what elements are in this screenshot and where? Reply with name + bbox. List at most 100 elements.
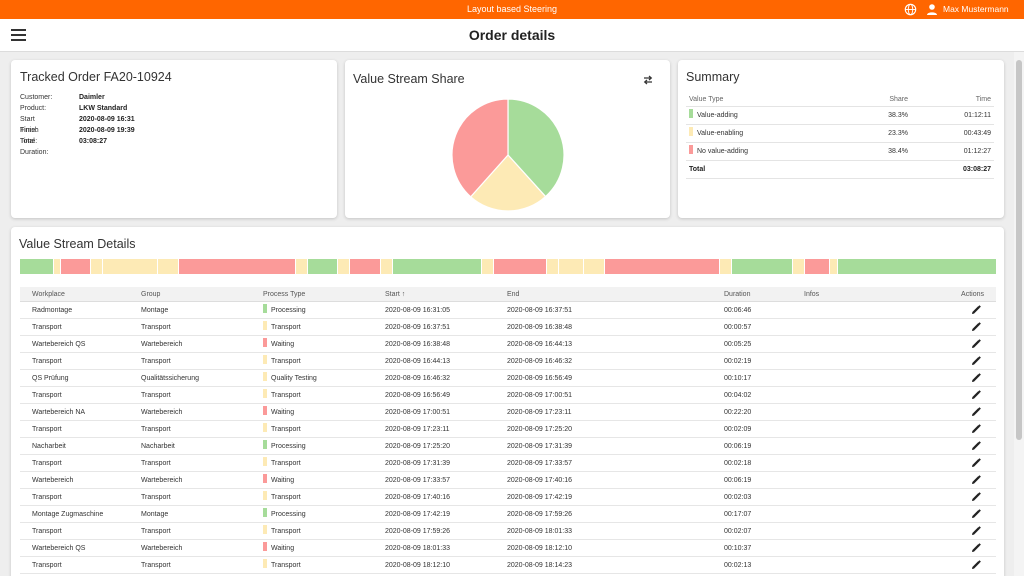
pencil-icon[interactable] [971,492,981,502]
pencil-icon[interactable] [971,407,981,417]
value-adding-swatch [689,109,693,118]
process-type-label: Waiting [271,341,295,348]
pencil-icon[interactable] [971,543,981,553]
timeline-segment[interactable] [547,259,558,274]
scrollbar-thumb[interactable] [1016,60,1022,440]
timeline-segment[interactable] [732,259,793,274]
info-value: 03:08:27 [79,138,108,145]
pencil-icon[interactable] [971,373,981,383]
table-row[interactable]: Montage Zugmaschine Montage Processing 2020… [20,506,996,523]
pie-slice-no-value-adding[interactable] [451,98,509,198]
pencil-icon[interactable] [971,441,981,451]
table-row[interactable]: Wartebereich NA Wartebereich Waiting 2020-0… [20,404,996,421]
timeline-segment[interactable] [393,259,481,274]
process-type-swatch [263,508,267,517]
cell-end: 2020-08-09 18:01:33 [507,528,572,535]
cell-process-type: Waiting [263,336,294,353]
timeline-segment[interactable] [295,259,307,274]
pie-slice-value-adding[interactable] [507,98,565,198]
pencil-icon[interactable] [971,424,981,434]
cell-start: 2020-08-09 16:56:49 [385,392,450,399]
timeline-segment[interactable] [53,259,61,274]
table-row[interactable]: Transport Transport Transport 2020-08-09 17… [20,421,996,438]
timeline-segment[interactable] [158,259,178,274]
timeline-segment[interactable] [307,259,337,274]
cell-workplace: Transport [32,358,62,365]
col-start-sorted[interactable]: Start ↑ [385,291,406,298]
timeline-segment[interactable] [337,259,349,274]
table-row[interactable]: Nacharbeit Nacharbeit Processing 2020-08-09… [20,438,996,455]
pencil-icon[interactable] [971,475,981,485]
timeline-segment[interactable] [349,259,381,274]
timeline-segment[interactable] [584,259,604,274]
timeline-segment[interactable] [102,259,158,274]
cell-process-type: Waiting [263,404,294,421]
timeline-segment[interactable] [830,259,837,274]
cell-start: 2020-08-09 17:23:11 [385,426,450,433]
summary-share: 38.3% [888,112,908,119]
cell-workplace: Transport [32,460,62,467]
info-label: Product: [20,105,47,112]
col-group[interactable]: Group [141,291,161,298]
pencil-icon[interactable] [971,322,981,332]
timeline-segment[interactable] [481,259,493,274]
table-row[interactable]: Transport Transport Transport 2020-08-09 16… [20,353,996,370]
user-icon[interactable] [926,3,938,16]
table-row[interactable]: Wartebereich Wartebereich Waiting 2020-08-0… [20,472,996,489]
page-scrollbar[interactable] [1014,52,1024,576]
col-process-type[interactable]: Process Type [263,291,306,298]
col-infos[interactable]: Infos [804,291,820,298]
pencil-icon[interactable] [971,458,981,468]
hamburger-menu-icon[interactable] [11,29,26,41]
col-duration[interactable]: Duration [724,291,751,298]
pencil-icon[interactable] [971,560,981,570]
cell-workplace: Transport [32,324,62,331]
table-row[interactable]: Transport Transport Transport 2020-08-09 18… [20,557,996,574]
timeline-segment[interactable] [381,259,393,274]
timeline-segment[interactable] [793,259,805,274]
pencil-icon[interactable] [971,339,981,349]
pencil-icon[interactable] [971,526,981,536]
table-row[interactable]: Wartebereich QS Wartebereich Waiting 2020-0… [20,540,996,557]
table-row[interactable]: Transport Transport Transport 2020-08-09 16… [20,319,996,336]
app-title: Layout based Steering [466,4,558,14]
table-row[interactable]: QS Prüfung Qualitätssicherung Quality Test… [20,370,996,387]
pie-slice-value-enabling[interactable] [469,154,547,212]
table-row[interactable]: Transport Transport Transport 2020-08-09 17… [20,523,996,540]
timeline-segment[interactable] [178,259,295,274]
col-end[interactable]: End [507,291,520,298]
table-row[interactable]: Wartebereich QS Wartebereich Waiting 2020-0… [20,336,996,353]
swap-icon[interactable] [642,74,654,86]
table-row[interactable]: Transport Transport Transport 2020-08-09 17… [20,489,996,506]
timeline-segment[interactable] [61,259,90,274]
table-row[interactable]: Radmontage Montage Processing 2020-08-09 16… [20,302,996,319]
cell-start: 2020-08-09 17:33:57 [385,477,450,484]
table-row[interactable]: Transport Transport Transport 2020-08-09 16… [20,387,996,404]
timeline-segment[interactable] [20,259,53,274]
cell-process-type: Processing [263,438,306,455]
pencil-icon[interactable] [971,305,981,315]
timeline-segment[interactable] [805,259,830,274]
cell-group: Wartebereich [141,477,183,484]
cell-start: 2020-08-09 16:37:51 [385,324,450,331]
timeline-segment[interactable] [493,259,547,274]
timeline-segment[interactable] [604,259,720,274]
user-name[interactable]: Max Mustermann [943,4,1009,14]
cell-process-type: Quality Testing [263,370,317,387]
timeline-segment[interactable] [558,259,583,274]
pencil-icon[interactable] [971,390,981,400]
globe-icon[interactable] [904,3,917,16]
timeline-segment[interactable] [90,259,102,274]
cell-workplace: Transport [32,392,62,399]
col-workplace[interactable]: Workplace [32,291,65,298]
cell-group: Wartebereich [141,341,183,348]
table-row[interactable]: Transport Transport Transport 2020-08-09 17… [20,455,996,472]
cell-process-type: Processing [263,506,306,523]
pencil-icon[interactable] [971,509,981,519]
cell-end: 2020-08-09 17:23:11 [507,409,572,416]
pencil-icon[interactable] [971,356,981,366]
cell-process-type: Transport [263,489,301,506]
timeline-segment[interactable] [720,259,732,274]
cell-group: Qualitätssicherung [141,375,199,382]
timeline-segment[interactable] [837,259,997,274]
